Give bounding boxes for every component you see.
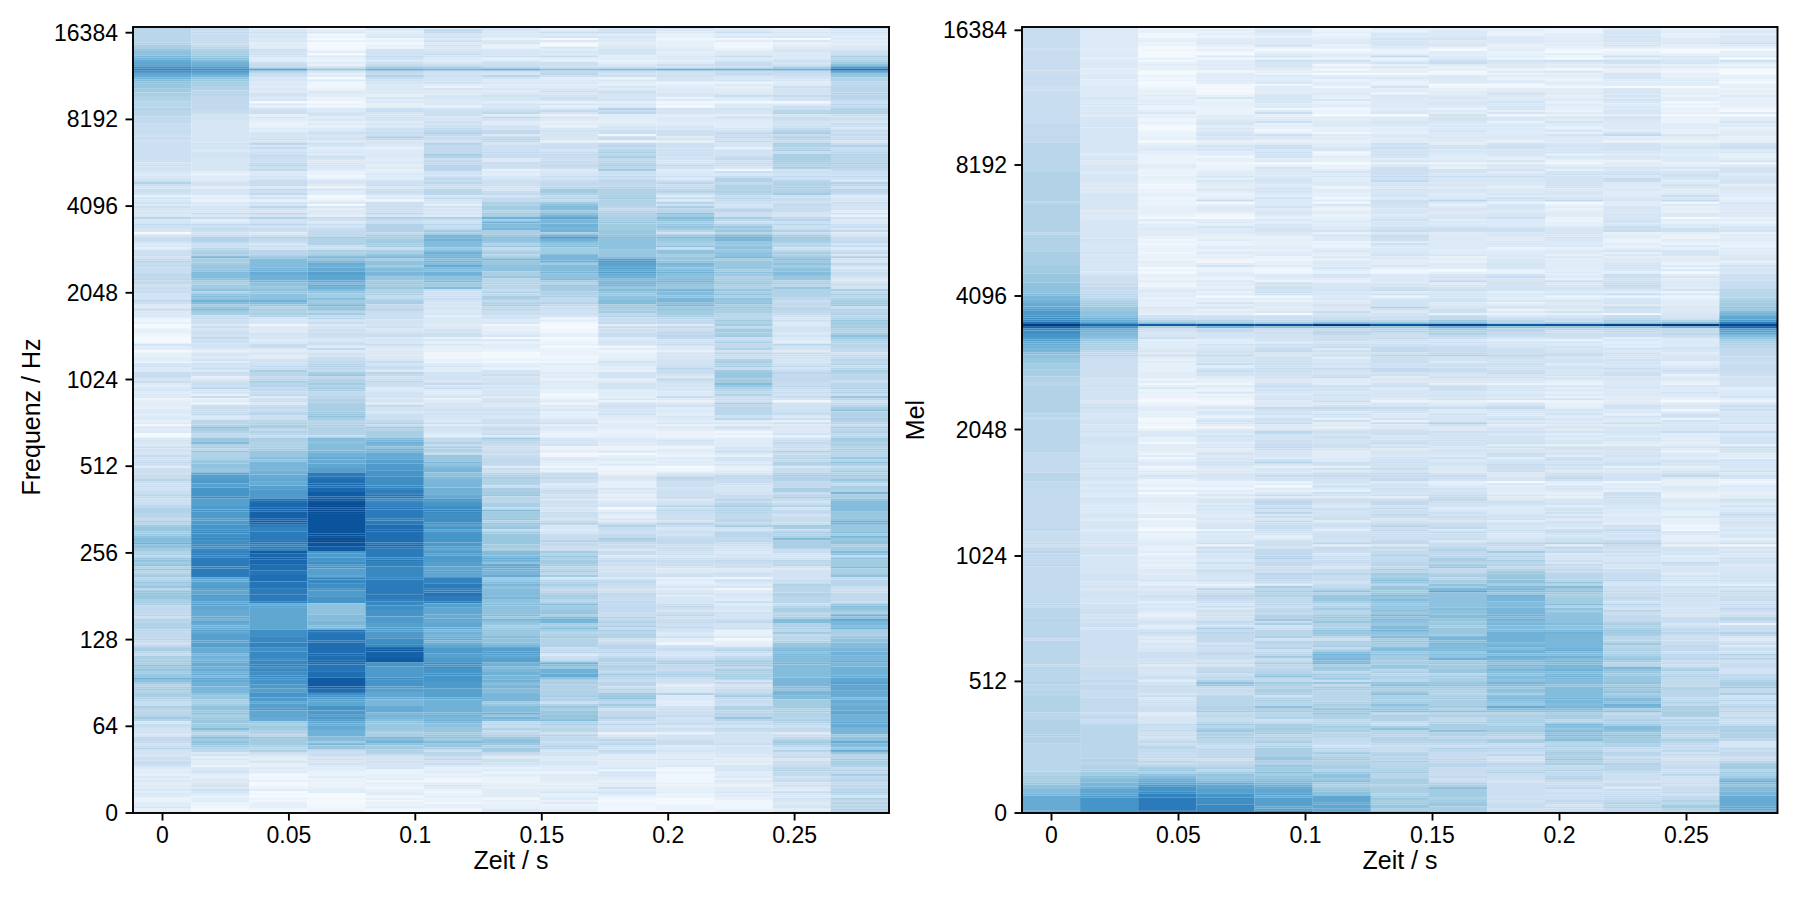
svg-text:0.1: 0.1 bbox=[1290, 822, 1322, 848]
svg-text:8192: 8192 bbox=[956, 152, 1007, 178]
svg-text:0.15: 0.15 bbox=[1410, 822, 1455, 848]
svg-text:0.25: 0.25 bbox=[1664, 822, 1709, 848]
svg-text:Zeit / s: Zeit / s bbox=[473, 846, 548, 874]
svg-text:4096: 4096 bbox=[67, 193, 118, 219]
svg-text:Mel: Mel bbox=[901, 400, 929, 440]
svg-text:0.25: 0.25 bbox=[772, 822, 817, 848]
svg-text:16384: 16384 bbox=[54, 20, 118, 46]
svg-text:256: 256 bbox=[80, 540, 118, 566]
svg-text:0.2: 0.2 bbox=[652, 822, 684, 848]
svg-text:2048: 2048 bbox=[67, 280, 118, 306]
svg-text:64: 64 bbox=[92, 713, 118, 739]
svg-text:512: 512 bbox=[969, 668, 1007, 694]
svg-text:0.15: 0.15 bbox=[519, 822, 564, 848]
svg-text:0: 0 bbox=[994, 800, 1007, 826]
svg-text:0.05: 0.05 bbox=[267, 822, 312, 848]
svg-text:0: 0 bbox=[156, 822, 169, 848]
svg-text:0.1: 0.1 bbox=[399, 822, 431, 848]
svg-text:8192: 8192 bbox=[67, 106, 118, 132]
svg-text:16384: 16384 bbox=[943, 17, 1007, 43]
svg-text:512: 512 bbox=[80, 453, 118, 479]
svg-text:Frequenz / Hz: Frequenz / Hz bbox=[17, 338, 45, 495]
svg-text:1024: 1024 bbox=[956, 543, 1007, 569]
svg-text:4096: 4096 bbox=[956, 283, 1007, 309]
svg-text:128: 128 bbox=[80, 627, 118, 653]
svg-text:0.05: 0.05 bbox=[1156, 822, 1201, 848]
svg-text:Zeit / s: Zeit / s bbox=[1362, 846, 1437, 874]
svg-text:0: 0 bbox=[105, 800, 118, 826]
svg-text:0.2: 0.2 bbox=[1544, 822, 1576, 848]
svg-text:2048: 2048 bbox=[956, 417, 1007, 443]
svg-text:0: 0 bbox=[1045, 822, 1058, 848]
svg-text:1024: 1024 bbox=[67, 367, 118, 393]
